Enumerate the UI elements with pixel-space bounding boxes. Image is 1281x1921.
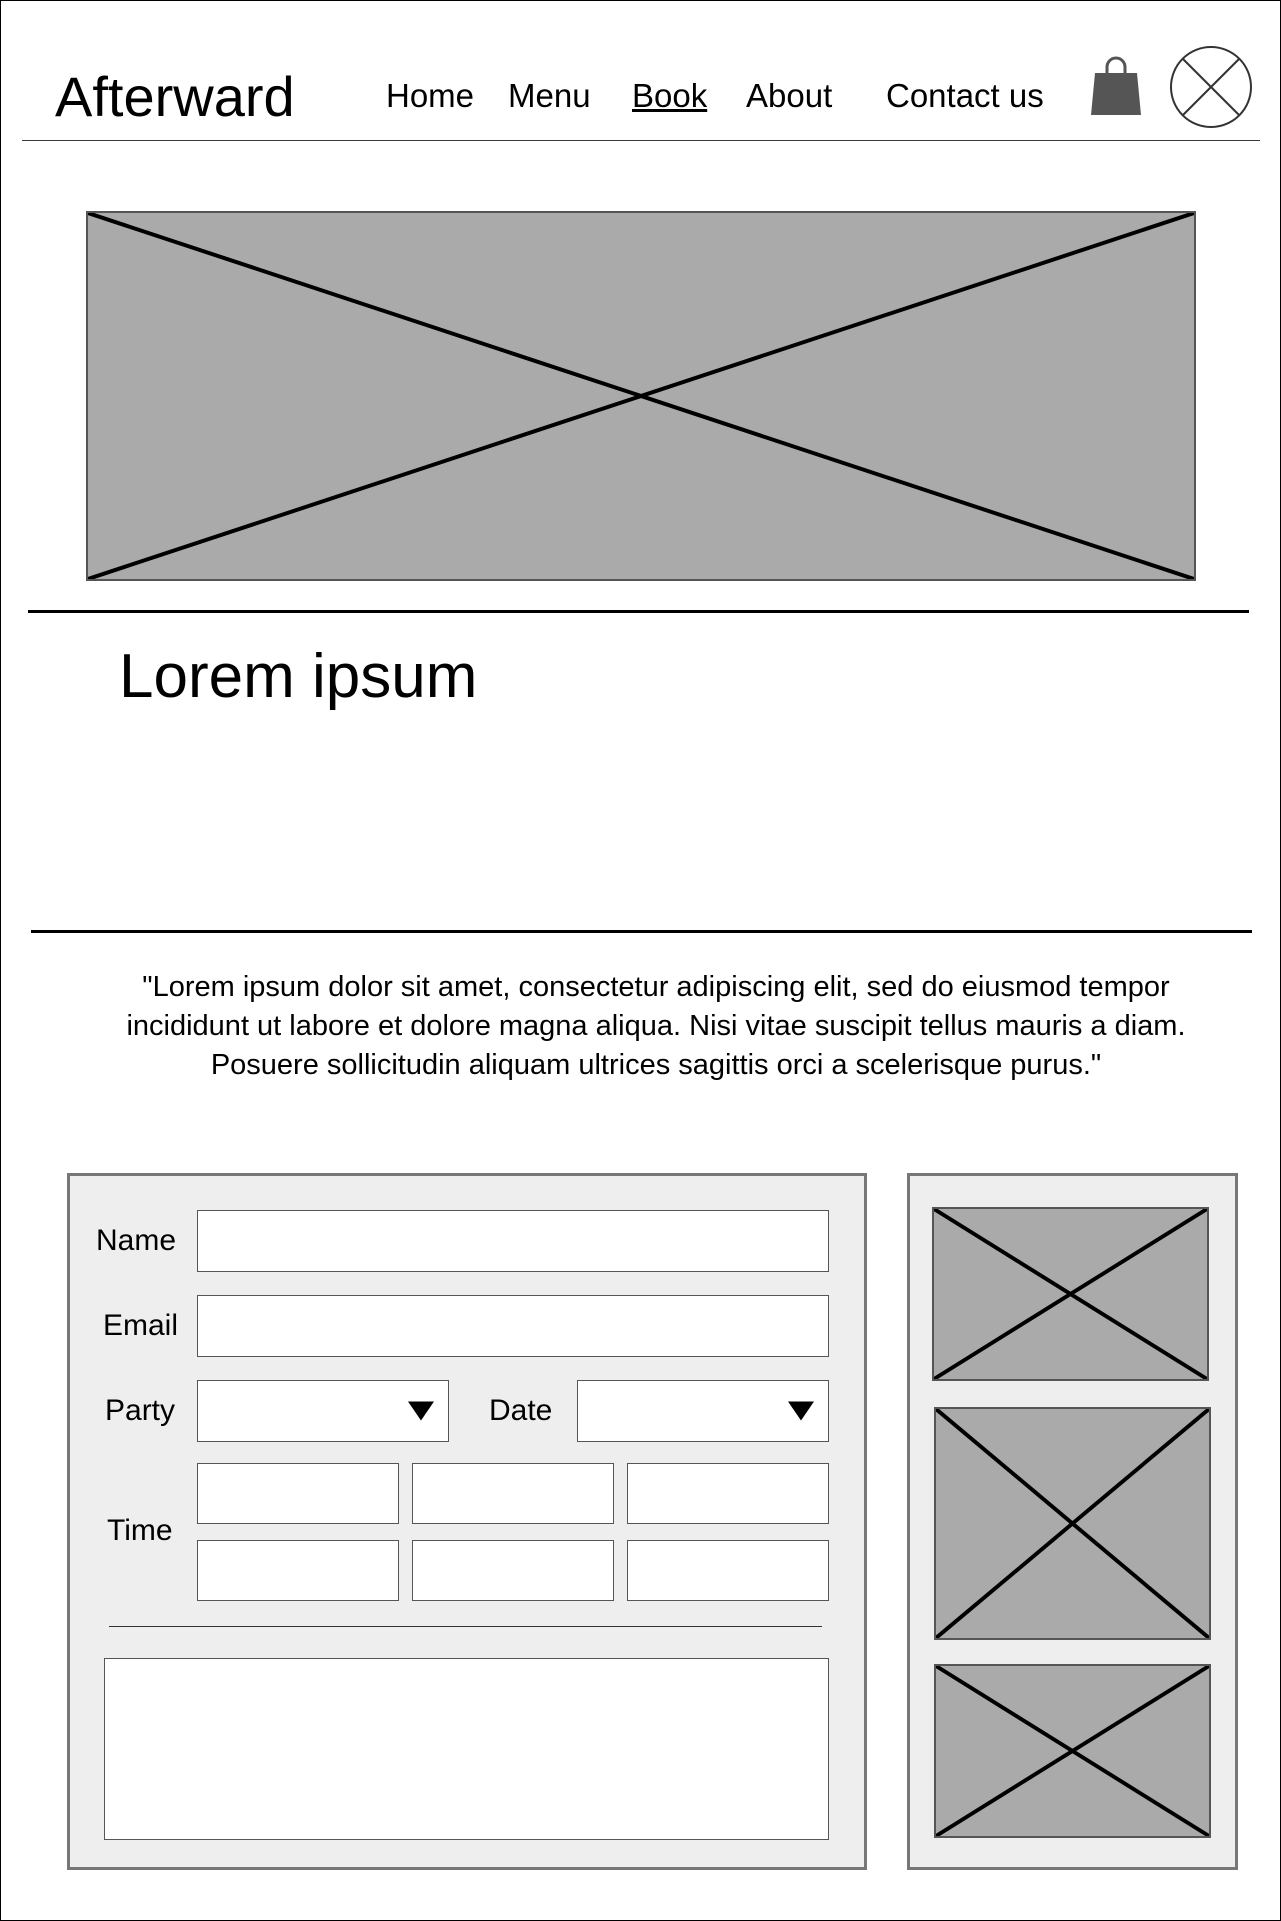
page-heading: Lorem ipsum — [119, 642, 478, 711]
name-label: Name — [96, 1224, 177, 1257]
nav-menu[interactable]: Menu — [508, 77, 591, 114]
section-divider-top — [28, 610, 1249, 613]
date-label: Date — [489, 1394, 553, 1427]
nav-contact-us[interactable]: Contact us — [886, 77, 1044, 114]
nav-home[interactable]: Home — [386, 77, 475, 114]
notes-textarea[interactable] — [104, 1658, 829, 1840]
party-label: Party — [105, 1394, 176, 1427]
image-placeholder-icon — [936, 1666, 1209, 1836]
time-slot[interactable] — [627, 1463, 829, 1524]
hero-image — [86, 211, 1196, 581]
shopping-bag-icon[interactable] — [1089, 55, 1143, 117]
party-select[interactable] — [197, 1380, 449, 1442]
date-select[interactable] — [577, 1380, 829, 1442]
email-label: Email — [103, 1309, 179, 1342]
gallery-image-2 — [934, 1407, 1211, 1640]
time-label: Time — [107, 1514, 173, 1547]
header-divider — [22, 140, 1260, 141]
site-logo[interactable]: Afterward — [55, 65, 295, 128]
image-placeholder-icon — [934, 1209, 1207, 1379]
time-slot[interactable] — [197, 1463, 399, 1524]
account-avatar-icon[interactable] — [1169, 45, 1253, 129]
form-divider — [109, 1626, 822, 1627]
chevron-down-icon — [788, 1401, 814, 1421]
gallery-image-3 — [934, 1664, 1211, 1838]
intro-quote: "Lorem ipsum dolor sit amet, consectetur… — [126, 971, 1186, 1081]
time-slot[interactable] — [412, 1540, 614, 1601]
image-placeholder-icon — [88, 213, 1194, 579]
time-slot[interactable] — [412, 1463, 614, 1524]
nav-book[interactable]: Book — [632, 77, 708, 114]
image-placeholder-icon — [936, 1409, 1209, 1638]
time-slot[interactable] — [627, 1540, 829, 1601]
gallery-image-1 — [932, 1207, 1209, 1381]
time-slot[interactable] — [197, 1540, 399, 1601]
nav-about[interactable]: About — [746, 77, 833, 114]
chevron-down-icon — [408, 1401, 434, 1421]
email-input[interactable] — [197, 1295, 829, 1357]
section-divider-bottom — [31, 930, 1252, 933]
name-input[interactable] — [197, 1210, 829, 1272]
